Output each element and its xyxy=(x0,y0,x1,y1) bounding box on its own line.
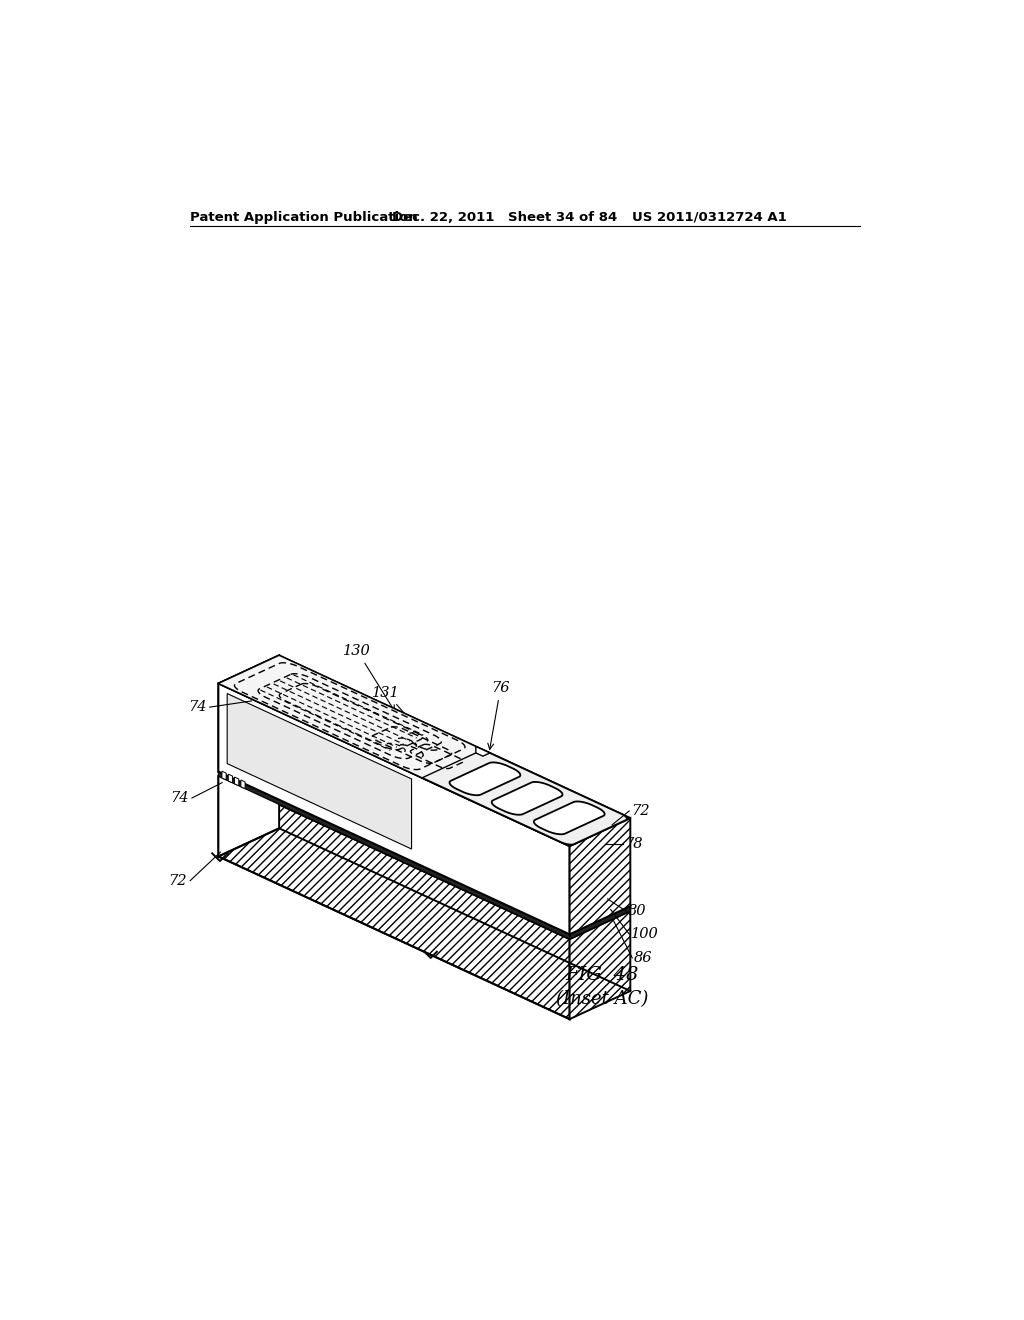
Polygon shape xyxy=(228,774,232,783)
Text: 72: 72 xyxy=(631,804,649,818)
Polygon shape xyxy=(218,748,631,939)
Polygon shape xyxy=(218,655,631,846)
Text: 76: 76 xyxy=(487,681,510,750)
Text: 78: 78 xyxy=(625,837,643,851)
Polygon shape xyxy=(476,746,489,756)
Polygon shape xyxy=(569,818,631,935)
Text: 130: 130 xyxy=(225,705,281,719)
Text: Dec. 22, 2011: Dec. 22, 2011 xyxy=(391,211,494,224)
Text: 131: 131 xyxy=(373,685,421,733)
Polygon shape xyxy=(218,743,631,935)
Polygon shape xyxy=(218,684,569,935)
Polygon shape xyxy=(218,655,483,777)
Text: 86: 86 xyxy=(634,950,652,965)
Polygon shape xyxy=(227,693,412,849)
Polygon shape xyxy=(218,748,280,857)
Polygon shape xyxy=(492,781,562,814)
Polygon shape xyxy=(569,911,631,1019)
Polygon shape xyxy=(241,780,245,789)
Text: Patent Application Publication: Patent Application Publication xyxy=(190,211,418,224)
Polygon shape xyxy=(218,772,569,939)
Text: 130: 130 xyxy=(343,644,394,711)
Polygon shape xyxy=(569,906,631,939)
Text: 80: 80 xyxy=(628,904,646,919)
Polygon shape xyxy=(218,776,569,1019)
Polygon shape xyxy=(222,771,226,780)
Polygon shape xyxy=(419,748,627,845)
Text: Sheet 34 of 84: Sheet 34 of 84 xyxy=(508,211,617,224)
Polygon shape xyxy=(218,655,280,772)
Text: 74: 74 xyxy=(170,791,188,805)
Text: (Inset AC): (Inset AC) xyxy=(556,990,648,1008)
Polygon shape xyxy=(234,777,239,785)
Text: 74: 74 xyxy=(188,700,207,714)
Polygon shape xyxy=(534,801,604,834)
Text: US 2011/0312724 A1: US 2011/0312724 A1 xyxy=(632,211,786,224)
Polygon shape xyxy=(450,763,520,795)
Text: 72: 72 xyxy=(169,874,187,887)
Text: 100: 100 xyxy=(631,927,658,941)
Text: FIG. 48: FIG. 48 xyxy=(565,966,639,983)
